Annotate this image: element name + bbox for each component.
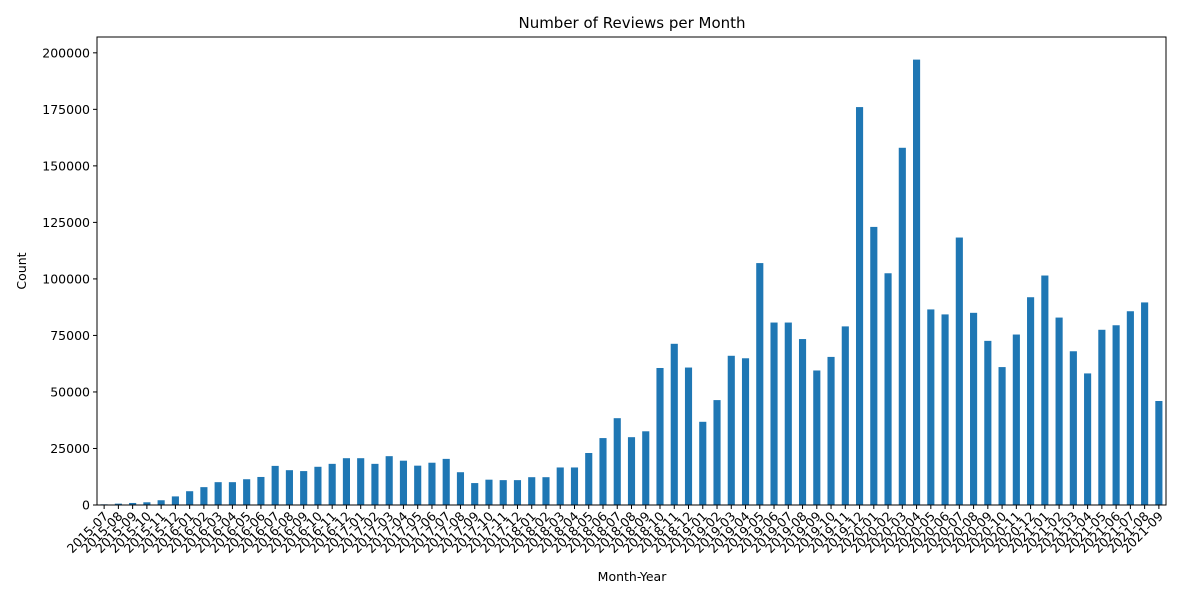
bar <box>385 456 393 505</box>
bar <box>927 309 935 505</box>
bar <box>1098 329 1106 505</box>
bar <box>1112 325 1120 505</box>
bar <box>257 476 265 505</box>
x-axis-label: Month-Year <box>598 569 668 584</box>
bar <box>1155 401 1163 505</box>
bar <box>984 340 992 505</box>
bar <box>129 502 137 505</box>
bar <box>913 59 921 505</box>
bar <box>442 458 450 505</box>
bar <box>784 322 792 505</box>
y-tick-label: 100000 <box>42 271 90 286</box>
bar <box>1041 275 1049 505</box>
bar <box>143 502 151 505</box>
bar <box>314 466 322 505</box>
y-tick-label: 125000 <box>42 215 90 230</box>
bar <box>627 437 636 505</box>
bar <box>613 418 621 505</box>
bar <box>399 460 408 505</box>
bar <box>499 480 507 505</box>
bar <box>456 472 465 505</box>
y-tick-label: 200000 <box>42 45 90 60</box>
bar <box>471 483 479 505</box>
bar <box>884 273 892 505</box>
bar <box>1126 311 1134 505</box>
bar <box>186 491 194 505</box>
bar <box>200 487 208 505</box>
bar <box>585 453 593 505</box>
bar <box>271 465 279 505</box>
y-tick-label: 150000 <box>42 158 90 173</box>
bar <box>727 355 735 505</box>
bar <box>841 326 849 505</box>
bar <box>1069 351 1077 505</box>
bar <box>813 370 821 505</box>
bar <box>171 496 179 505</box>
x-axis: 2015-072015-082015-092015-102015-112015-… <box>64 505 1166 556</box>
bar <box>684 367 693 505</box>
bar <box>285 470 293 505</box>
bar <box>428 462 436 505</box>
bar <box>756 263 764 505</box>
bar <box>243 479 251 505</box>
bar <box>228 482 236 505</box>
bar <box>528 477 536 505</box>
bar <box>342 458 350 505</box>
bar <box>1141 302 1149 505</box>
bar <box>699 421 707 505</box>
y-tick-label: 75000 <box>50 328 90 343</box>
y-tick-label: 0 <box>82 498 90 513</box>
bar <box>941 314 949 505</box>
bar <box>357 458 365 505</box>
bar <box>599 438 607 505</box>
y-tick-label: 25000 <box>50 441 90 456</box>
bar <box>656 367 664 505</box>
bar <box>855 107 864 505</box>
bar <box>214 482 222 505</box>
bar <box>741 358 750 505</box>
bar <box>513 480 522 505</box>
bar <box>998 367 1006 505</box>
bar <box>328 463 336 505</box>
bar <box>371 463 379 505</box>
bar <box>1055 317 1063 505</box>
bar <box>713 400 721 505</box>
bar <box>414 465 422 505</box>
bar <box>770 322 778 505</box>
bar <box>1027 297 1035 505</box>
bar <box>827 356 835 505</box>
bar <box>798 339 807 505</box>
bar <box>870 226 878 506</box>
chart-title: Number of Reviews per Month <box>518 14 745 32</box>
bar <box>670 343 678 505</box>
y-tick-label: 50000 <box>50 384 90 399</box>
plot-frame <box>96 36 1167 506</box>
bar <box>485 479 493 505</box>
bar <box>642 431 650 505</box>
bar <box>300 471 308 505</box>
bar <box>570 467 579 505</box>
bar <box>157 500 165 505</box>
y-axis-label: Count <box>14 252 29 289</box>
bar <box>542 477 550 505</box>
bar <box>898 147 906 506</box>
bar <box>1012 334 1020 505</box>
bar <box>955 237 963 505</box>
y-tick-label: 175000 <box>42 102 90 117</box>
y-axis: 0 25000 50000 75000 100000 125000 150000 175000… <box>42 45 97 513</box>
bars <box>100 59 1163 506</box>
bar <box>1084 373 1092 505</box>
bar <box>114 503 122 505</box>
bar <box>970 312 978 505</box>
bar <box>556 467 564 505</box>
